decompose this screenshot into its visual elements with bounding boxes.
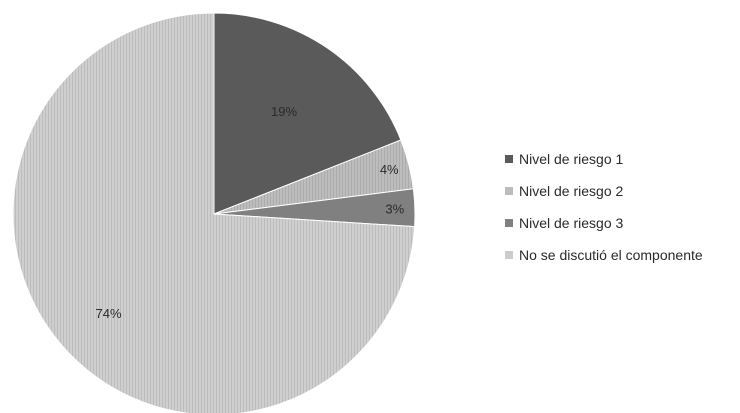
legend-label-4: No se discutió el componente bbox=[519, 247, 703, 263]
pie-slices bbox=[12, 12, 416, 413]
pie-slice-4 bbox=[12, 12, 416, 413]
legend-label-1: Nivel de riesgo 1 bbox=[519, 151, 623, 167]
legend-label-2: Nivel de riesgo 2 bbox=[519, 183, 623, 199]
legend-swatch-3 bbox=[505, 219, 513, 227]
legend-swatch-1 bbox=[505, 155, 513, 163]
data-label-3: 3% bbox=[385, 201, 404, 216]
legend-swatch-2 bbox=[505, 187, 513, 195]
data-label-1: 19% bbox=[271, 104, 297, 119]
legend-label-3: Nivel de riesgo 3 bbox=[519, 215, 623, 231]
legend-swatch-4 bbox=[505, 251, 513, 259]
pie-slice-1 bbox=[213, 12, 402, 215]
data-label-4: 74% bbox=[95, 306, 121, 321]
legend: Nivel de riesgo 1 Nivel de riesgo 2 Nivel … bbox=[505, 151, 703, 263]
pie-data-labels: 19% 4% 3% 74% bbox=[95, 104, 404, 321]
data-label-2: 4% bbox=[380, 162, 399, 177]
